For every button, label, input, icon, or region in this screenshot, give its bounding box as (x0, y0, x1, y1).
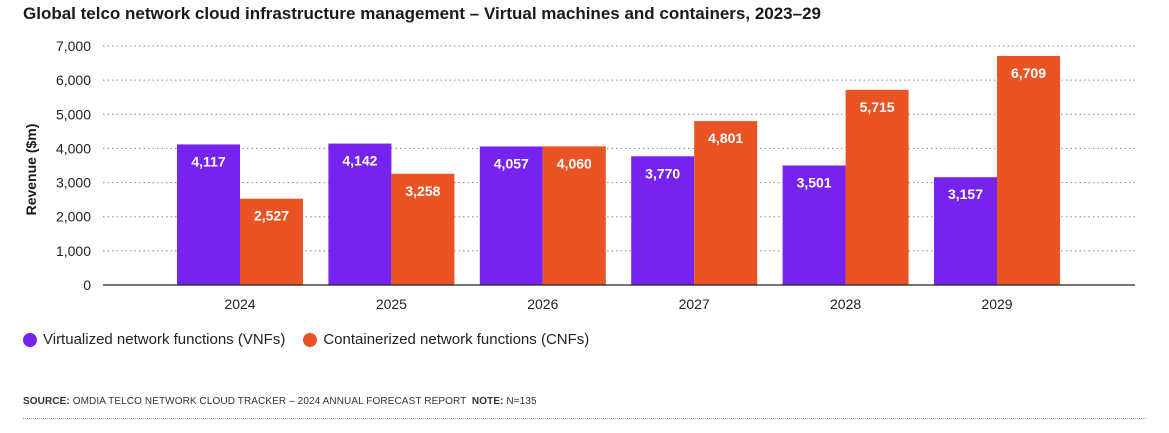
bar-vnf (479, 146, 543, 285)
bar-vnf (328, 143, 392, 285)
legend-item-cnf: Containerized network functions (CNFs) (303, 331, 589, 348)
bar-vnf (631, 156, 695, 285)
legend-label-cnf: Containerized network functions (CNFs) (323, 331, 590, 348)
y-tick-label: 5,000 (56, 106, 91, 122)
bar-vnf (782, 165, 846, 285)
legend-swatch-cnf (303, 332, 318, 347)
source-label: SOURCE: (23, 396, 70, 407)
bar-vnf (177, 144, 240, 285)
y-tick-label: 2,000 (56, 209, 91, 225)
bar-chart: 0 1,000 2,000 3,000 4,000 5,000 6,000 7,000 4,1… (23, 38, 1135, 312)
bar-cnf (845, 89, 909, 286)
data-label-vnf: 3,501 (797, 174, 832, 190)
chart-title: Global telco network cloud infrastructur… (23, 4, 821, 23)
data-label-cnf: 2,527 (254, 208, 289, 224)
y-tick-label: 4,000 (56, 140, 91, 156)
data-label-vnf: 3,770 (645, 165, 680, 181)
x-tick-label: 2026 (527, 296, 558, 312)
x-tick-label: 2029 (981, 296, 1012, 312)
x-tick-label: 2028 (830, 296, 861, 312)
data-label-cnf: 6,709 (1011, 65, 1046, 81)
y-tick-label: 6,000 (56, 72, 91, 88)
bar-cnf (542, 146, 606, 285)
y-tick-label: 7,000 (56, 38, 91, 54)
x-tick-label: 2024 (224, 296, 255, 312)
legend-item-vnf: Virtualized network functions (VNFs) (23, 331, 285, 348)
y-axis-title: Revenue ($m) (23, 124, 39, 216)
bar-cnf (391, 173, 455, 285)
bar-vnf (934, 177, 997, 285)
bars: 4,117 2,527 4,142 3,258 4,057 4,060 3,770 4,801… (177, 55, 1060, 286)
source-text: OMDIA TELCO NETWORK CLOUD TRACKER – 2024… (72, 396, 467, 407)
legend-label-vnf: Virtualized network functions (VNFs) (43, 331, 286, 348)
y-tick-label: 3,000 (56, 175, 91, 191)
bar-cnf (240, 198, 303, 285)
legend-swatch-vnf (23, 332, 37, 347)
note-label: NOTE: (471, 396, 504, 407)
y-tick-label: 0 (83, 277, 91, 293)
x-tick-label: 2027 (679, 296, 710, 312)
y-tick-label: 1,000 (56, 243, 91, 259)
data-label-cnf: 5,715 (860, 99, 895, 115)
x-axis-ticks: 2024 2025 2026 2027 2028 2029 (224, 296, 1012, 312)
data-label-vnf: 4,142 (342, 153, 377, 169)
bar-cnf (694, 121, 758, 285)
data-label-vnf: 4,057 (494, 155, 529, 171)
footer-divider (23, 418, 1146, 419)
y-axis-ticks: 0 1,000 2,000 3,000 4,000 5,000 6,000 7,000 (56, 38, 91, 293)
x-tick-label: 2025 (376, 296, 407, 312)
legend: Virtualized network functions (VNFs) Con… (23, 331, 607, 348)
source-note: SOURCE: OMDIA TELCO NETWORK CLOUD TRACKE… (23, 396, 537, 407)
note-text: N=135 (506, 396, 537, 407)
data-label-cnf: 3,258 (405, 183, 440, 199)
data-label-cnf: 4,801 (708, 130, 743, 146)
data-label-vnf: 4,117 (191, 153, 225, 169)
data-label-cnf: 4,060 (557, 155, 592, 171)
bar-cnf (997, 55, 1060, 285)
data-label-vnf: 3,157 (948, 186, 983, 202)
